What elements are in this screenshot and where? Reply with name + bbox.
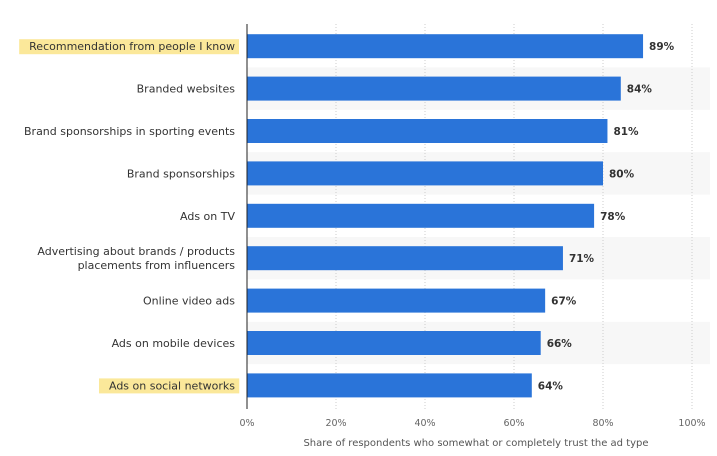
label-highlight <box>19 39 240 55</box>
bar <box>247 331 541 355</box>
x-tick-label: 100% <box>678 418 705 429</box>
bar <box>247 373 532 398</box>
category-label: Brand sponsorships <box>127 167 235 180</box>
value-label: 78% <box>600 211 626 223</box>
category-label: Ads on TV <box>180 210 235 223</box>
category-label: Branded websites <box>137 83 236 96</box>
category-label: Ads on social networks <box>109 379 235 392</box>
value-label: 89% <box>649 41 675 53</box>
value-label: 67% <box>551 296 577 308</box>
label-highlight <box>98 378 240 394</box>
x-tick-label: 40% <box>414 418 435 429</box>
category-label: Advertising about brands / products place… <box>37 245 235 272</box>
category-label: Recommendation from people I know <box>29 40 235 53</box>
value-label: 64% <box>538 380 564 392</box>
category-label: Brand sponsorships in sporting events <box>24 125 235 138</box>
value-label: 81% <box>613 126 639 138</box>
bar <box>247 34 644 59</box>
x-axis-title: Share of respondents who somewhat or com… <box>303 438 648 449</box>
bar <box>247 246 563 271</box>
category-label: Ads on mobile devices <box>112 337 236 350</box>
bar <box>247 288 546 313</box>
value-label: 84% <box>627 84 653 96</box>
bar <box>247 203 595 228</box>
value-labels: 89% 84% 81% 80% 78% 71% 67% 66% 64% <box>538 41 675 392</box>
x-tick-label: 0% <box>239 418 254 429</box>
x-tick-label: 60% <box>503 418 524 429</box>
category-label: Online video ads <box>143 295 235 308</box>
category-labels: Recommendation from people I know Branded… <box>24 40 235 392</box>
bars <box>247 34 644 398</box>
value-label: 80% <box>609 168 635 180</box>
x-tick-label: 20% <box>325 418 346 429</box>
value-label: 71% <box>569 253 595 265</box>
x-axis-ticks: 0% 20% 40% 60% 80% 100% <box>239 418 705 429</box>
label-highlights <box>19 39 240 394</box>
value-label: 66% <box>547 338 573 350</box>
x-tick-label: 80% <box>592 418 613 429</box>
bar <box>247 119 608 143</box>
bar <box>247 76 621 101</box>
bar <box>247 161 603 186</box>
